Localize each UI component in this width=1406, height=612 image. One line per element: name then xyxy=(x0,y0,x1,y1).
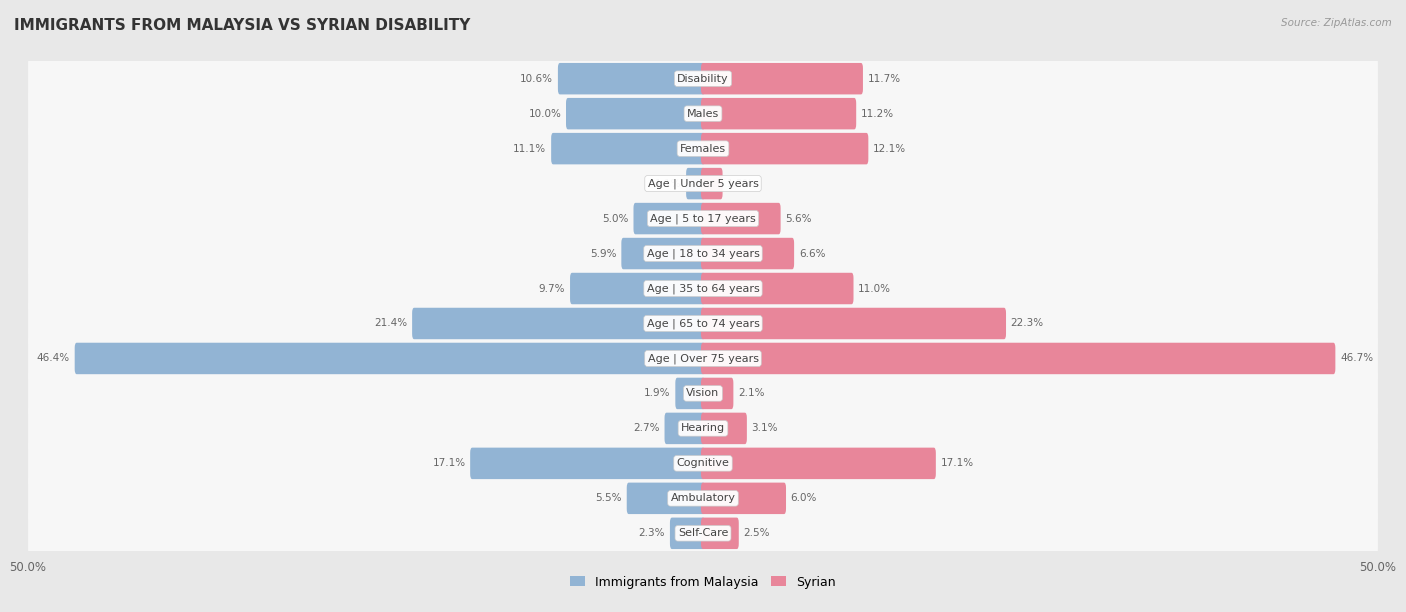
Text: Males: Males xyxy=(688,109,718,119)
FancyBboxPatch shape xyxy=(702,133,869,165)
Text: 10.0%: 10.0% xyxy=(529,109,561,119)
Text: 2.3%: 2.3% xyxy=(638,528,665,539)
FancyBboxPatch shape xyxy=(627,483,704,514)
FancyBboxPatch shape xyxy=(702,378,734,409)
Text: 46.7%: 46.7% xyxy=(1340,354,1374,364)
Text: 11.2%: 11.2% xyxy=(860,109,894,119)
FancyBboxPatch shape xyxy=(702,483,786,514)
Text: 10.6%: 10.6% xyxy=(520,73,553,84)
Text: Disability: Disability xyxy=(678,73,728,84)
Text: Age | Under 5 years: Age | Under 5 years xyxy=(648,178,758,189)
Text: Ambulatory: Ambulatory xyxy=(671,493,735,503)
Text: 17.1%: 17.1% xyxy=(432,458,465,468)
FancyBboxPatch shape xyxy=(558,63,704,94)
FancyBboxPatch shape xyxy=(28,297,1378,349)
Text: Age | Over 75 years: Age | Over 75 years xyxy=(648,353,758,364)
FancyBboxPatch shape xyxy=(28,122,1378,175)
FancyBboxPatch shape xyxy=(675,378,704,409)
FancyBboxPatch shape xyxy=(702,518,738,549)
FancyBboxPatch shape xyxy=(702,63,863,94)
FancyBboxPatch shape xyxy=(567,98,704,129)
Text: Age | 18 to 34 years: Age | 18 to 34 years xyxy=(647,248,759,259)
Text: 5.0%: 5.0% xyxy=(602,214,628,223)
Text: 1.9%: 1.9% xyxy=(644,389,671,398)
Text: 5.5%: 5.5% xyxy=(596,493,621,503)
FancyBboxPatch shape xyxy=(702,343,1336,374)
FancyBboxPatch shape xyxy=(686,168,704,200)
FancyBboxPatch shape xyxy=(669,518,704,549)
Text: 1.1%: 1.1% xyxy=(655,179,682,188)
FancyBboxPatch shape xyxy=(702,447,936,479)
Text: Vision: Vision xyxy=(686,389,720,398)
Text: 2.5%: 2.5% xyxy=(744,528,770,539)
Text: 6.6%: 6.6% xyxy=(799,248,825,258)
Text: 12.1%: 12.1% xyxy=(873,144,907,154)
FancyBboxPatch shape xyxy=(28,367,1378,420)
Text: Females: Females xyxy=(681,144,725,154)
Text: 2.7%: 2.7% xyxy=(633,424,659,433)
FancyBboxPatch shape xyxy=(634,203,704,234)
FancyBboxPatch shape xyxy=(75,343,704,374)
FancyBboxPatch shape xyxy=(702,308,1007,339)
FancyBboxPatch shape xyxy=(28,53,1378,105)
Text: 46.4%: 46.4% xyxy=(37,354,70,364)
FancyBboxPatch shape xyxy=(702,412,747,444)
Text: Hearing: Hearing xyxy=(681,424,725,433)
FancyBboxPatch shape xyxy=(28,472,1378,524)
FancyBboxPatch shape xyxy=(28,332,1378,385)
Text: 22.3%: 22.3% xyxy=(1011,318,1043,329)
FancyBboxPatch shape xyxy=(28,507,1378,559)
Text: 9.7%: 9.7% xyxy=(538,283,565,294)
Text: 3.1%: 3.1% xyxy=(752,424,778,433)
FancyBboxPatch shape xyxy=(470,447,704,479)
FancyBboxPatch shape xyxy=(702,203,780,234)
FancyBboxPatch shape xyxy=(28,157,1378,210)
FancyBboxPatch shape xyxy=(665,412,704,444)
Text: Self-Care: Self-Care xyxy=(678,528,728,539)
FancyBboxPatch shape xyxy=(551,133,704,165)
FancyBboxPatch shape xyxy=(28,437,1378,490)
Legend: Immigrants from Malaysia, Syrian: Immigrants from Malaysia, Syrian xyxy=(565,570,841,594)
FancyBboxPatch shape xyxy=(28,227,1378,280)
Text: 11.0%: 11.0% xyxy=(858,283,891,294)
FancyBboxPatch shape xyxy=(28,402,1378,455)
Text: 5.9%: 5.9% xyxy=(591,248,617,258)
Text: 5.6%: 5.6% xyxy=(786,214,811,223)
Text: Cognitive: Cognitive xyxy=(676,458,730,468)
FancyBboxPatch shape xyxy=(702,98,856,129)
Text: 11.1%: 11.1% xyxy=(513,144,547,154)
FancyBboxPatch shape xyxy=(621,238,704,269)
Text: 1.3%: 1.3% xyxy=(727,179,754,188)
Text: 11.7%: 11.7% xyxy=(868,73,901,84)
FancyBboxPatch shape xyxy=(28,263,1378,315)
FancyBboxPatch shape xyxy=(702,273,853,304)
Text: Age | 5 to 17 years: Age | 5 to 17 years xyxy=(650,214,756,224)
Text: 21.4%: 21.4% xyxy=(374,318,408,329)
FancyBboxPatch shape xyxy=(702,168,723,200)
Text: Source: ZipAtlas.com: Source: ZipAtlas.com xyxy=(1281,18,1392,28)
Text: 6.0%: 6.0% xyxy=(790,493,817,503)
Text: Age | 35 to 64 years: Age | 35 to 64 years xyxy=(647,283,759,294)
Text: Age | 65 to 74 years: Age | 65 to 74 years xyxy=(647,318,759,329)
FancyBboxPatch shape xyxy=(412,308,704,339)
FancyBboxPatch shape xyxy=(28,192,1378,245)
Text: 17.1%: 17.1% xyxy=(941,458,974,468)
FancyBboxPatch shape xyxy=(28,88,1378,140)
Text: IMMIGRANTS FROM MALAYSIA VS SYRIAN DISABILITY: IMMIGRANTS FROM MALAYSIA VS SYRIAN DISAB… xyxy=(14,18,471,34)
FancyBboxPatch shape xyxy=(569,273,704,304)
Text: 2.1%: 2.1% xyxy=(738,389,765,398)
FancyBboxPatch shape xyxy=(702,238,794,269)
